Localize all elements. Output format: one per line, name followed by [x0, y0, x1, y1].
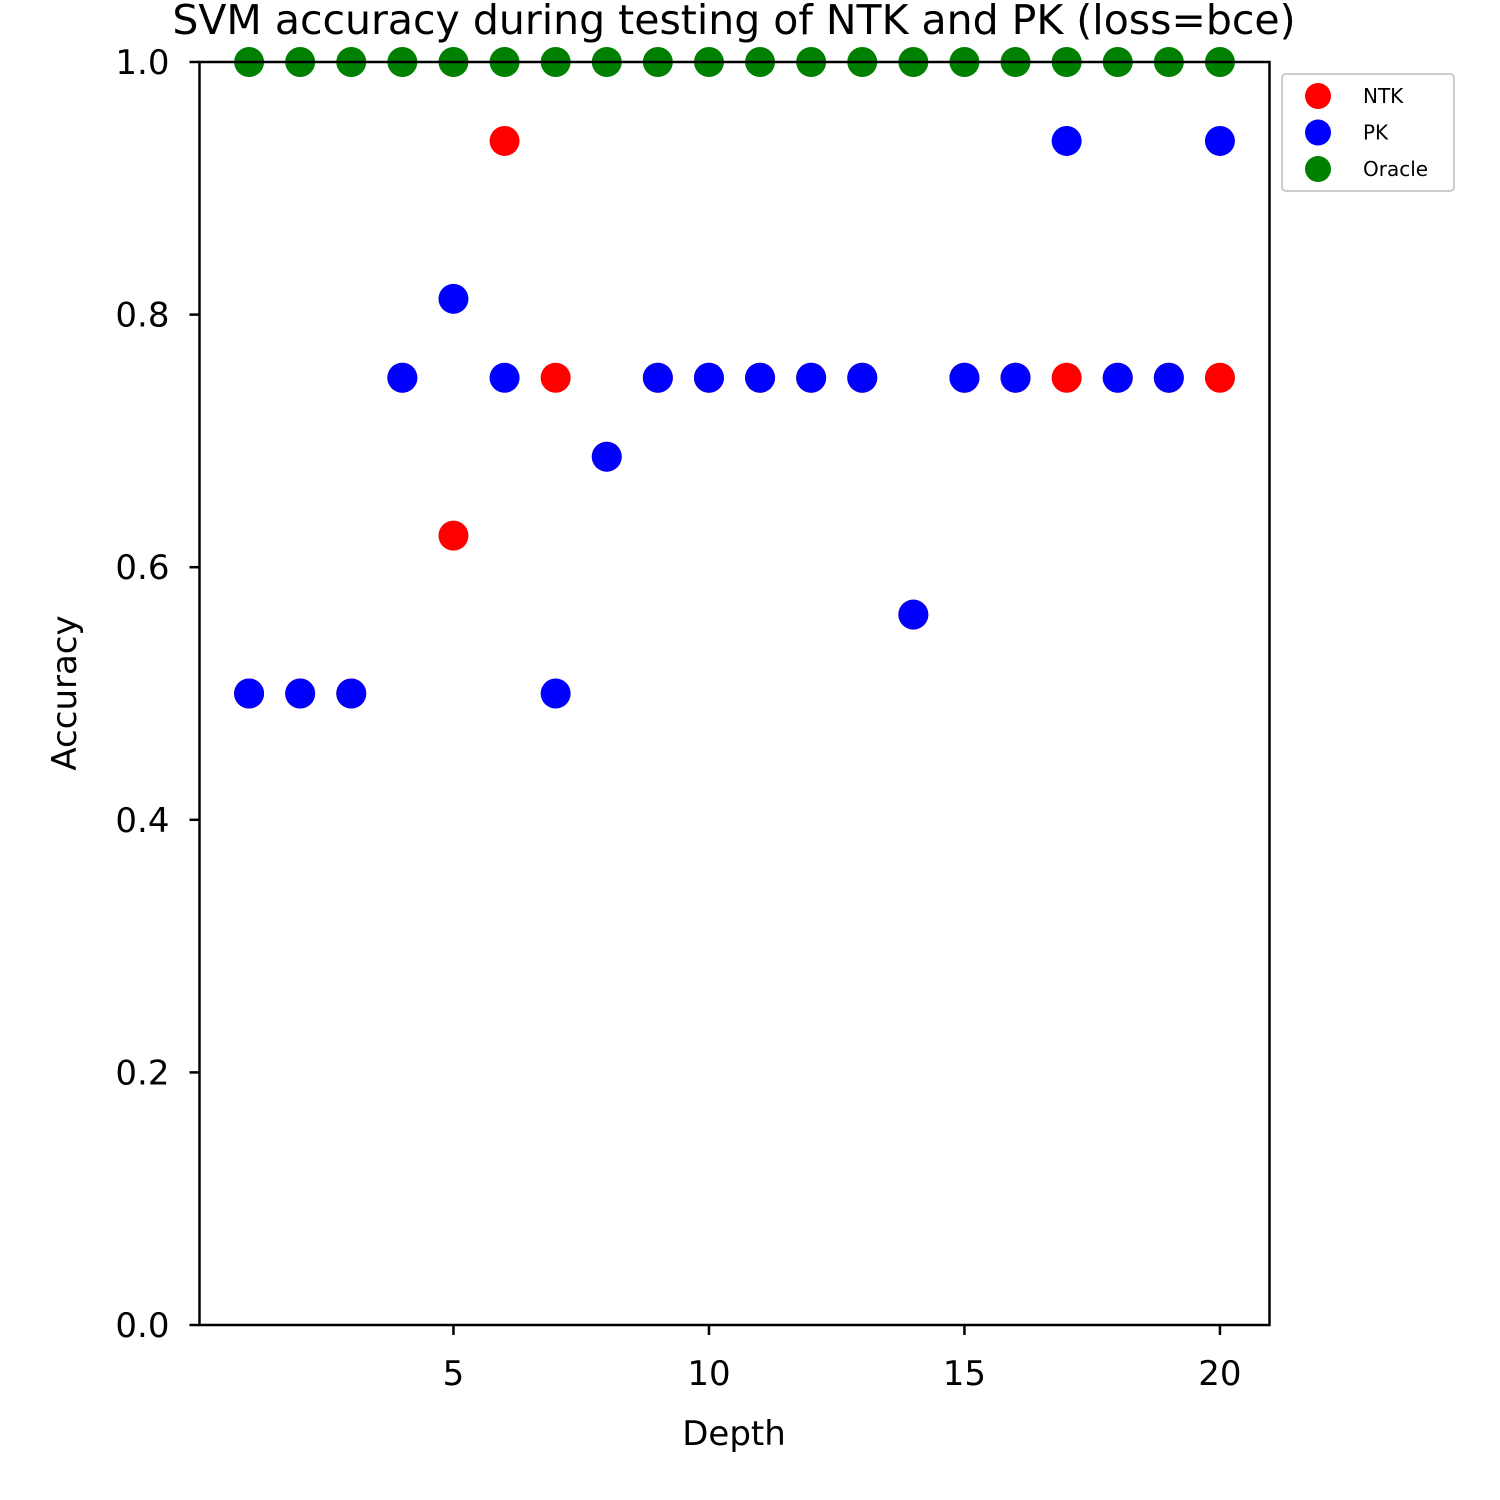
point-pk-depth-11	[745, 362, 776, 393]
point-pk-depth-15	[949, 362, 980, 393]
x-axis: 5 10 15 20	[443, 1325, 1242, 1394]
y-tick-label: 0.4	[115, 801, 169, 841]
x-tick-label: 5	[443, 1354, 465, 1394]
point-pk-depth-14	[898, 599, 929, 630]
y-tick-label: 0.2	[115, 1053, 169, 1093]
y-axis-label: Accuracy	[45, 615, 85, 770]
y-tick-label: 1.0	[115, 43, 169, 83]
chart-title: SVM accuracy during testing of NTK and P…	[172, 0, 1295, 44]
legend-label-ntk: NTK	[1363, 84, 1404, 108]
data-points	[234, 47, 1235, 709]
point-pk-depth-3	[336, 678, 367, 709]
point-pk-depth-12	[796, 362, 827, 393]
point-pk-depth-6	[489, 362, 520, 393]
point-pk-depth-8	[591, 441, 622, 472]
point-pk-depth-2	[285, 678, 316, 709]
point-pk-depth-17	[1051, 125, 1082, 156]
point-ntk-depth-6	[489, 125, 520, 156]
x-axis-label: Depth	[682, 1414, 786, 1454]
point-pk-depth-20	[1204, 125, 1235, 156]
point-ntk-depth-20	[1204, 362, 1235, 393]
point-ntk-depth-17	[1051, 362, 1082, 393]
point-pk-depth-9	[642, 362, 673, 393]
legend-label-pk: PK	[1363, 121, 1389, 145]
point-pk-depth-16	[1000, 362, 1031, 393]
plot-frame	[198, 60, 1271, 1327]
x-tick-label: 15	[943, 1354, 986, 1394]
y-tick-label: 0.8	[115, 296, 169, 336]
legend-marker-pk	[1305, 119, 1331, 146]
x-tick-label: 20	[1198, 1354, 1241, 1394]
legend-label-oracle: Oracle	[1363, 157, 1428, 181]
point-pk-depth-1	[234, 678, 265, 709]
point-pk-depth-13	[847, 362, 878, 393]
point-pk-depth-7	[540, 678, 571, 709]
legend-marker-oracle	[1305, 156, 1331, 182]
point-pk-depth-4	[387, 362, 418, 393]
point-pk-depth-18	[1102, 362, 1133, 393]
y-tick-label: 0.0	[115, 1306, 169, 1346]
point-pk-depth-5	[438, 283, 469, 314]
y-axis: 0.0 0.2 0.4 0.6 0.8 1.0	[115, 43, 200, 1346]
legend: NTK PK Oracle	[1281, 73, 1455, 192]
y-tick-label: 0.6	[115, 548, 169, 588]
x-tick-label: 10	[687, 1354, 730, 1394]
legend-marker-ntk	[1305, 83, 1331, 109]
point-pk-depth-10	[693, 362, 724, 393]
point-ntk-depth-5	[438, 520, 469, 551]
point-ntk-depth-7	[540, 362, 571, 393]
point-pk-depth-19	[1153, 362, 1184, 393]
